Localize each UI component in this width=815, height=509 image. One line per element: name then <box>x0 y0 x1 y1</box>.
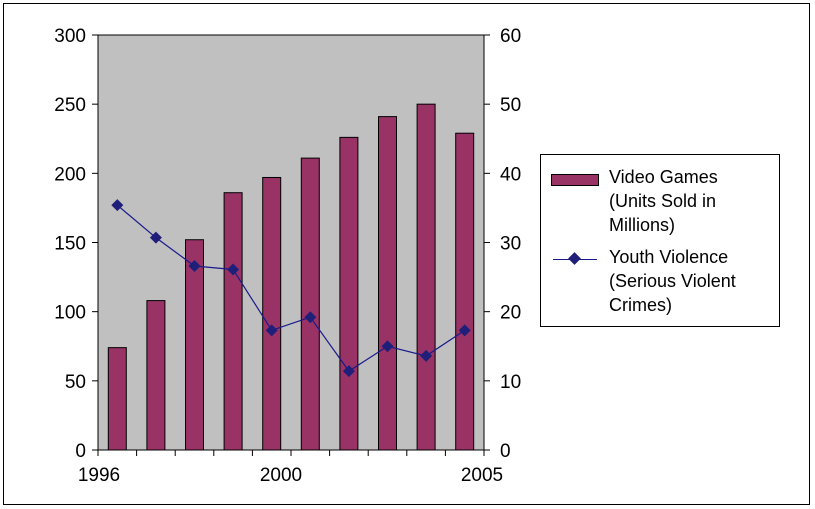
y-left-tick-label: 250 <box>54 95 86 116</box>
line-youth-violence <box>116 204 466 372</box>
marker-youth-violence <box>111 199 124 212</box>
bar-video-games <box>300 157 320 451</box>
legend-item-video-games: Video Games (Units Sold in Millions) <box>541 165 779 243</box>
legend-label-youth-violence: Youth Violence (Serious Violent Crimes) <box>609 247 736 315</box>
marker-youth-violence <box>420 349 433 362</box>
legend-item-youth-violence: Youth Violence (Serious Violent Crimes) <box>541 245 779 323</box>
x-tick-label: 1996 <box>78 465 120 486</box>
y-right-tick-label: 40 <box>500 164 521 185</box>
y-right-tick-label: 50 <box>500 95 521 116</box>
legend: Video Games (Units Sold in Millions) You… <box>540 154 780 327</box>
marker-youth-violence <box>458 324 471 337</box>
bar-video-games <box>455 132 475 451</box>
y-left-tick-label: 300 <box>54 26 86 47</box>
legend-diamond-marker <box>568 252 581 265</box>
marker-youth-violence <box>149 231 162 244</box>
bar-video-games <box>146 300 166 451</box>
x-tick-label: 2005 <box>461 465 503 486</box>
marker-youth-violence <box>342 365 355 378</box>
marker-youth-violence <box>381 340 394 353</box>
y-left-tick-label: 200 <box>54 164 86 185</box>
legend-label-video-games: Video Games (Units Sold in Millions) <box>609 167 718 235</box>
y-right-tick-label: 0 <box>500 441 511 462</box>
marker-youth-violence <box>188 260 201 273</box>
y-left-tick-label: 50 <box>65 372 86 393</box>
bar-video-games <box>339 136 359 451</box>
y-right-tick-label: 60 <box>500 26 521 47</box>
y-left-tick-label: 150 <box>54 234 86 255</box>
y-right-tick-label: 20 <box>500 303 521 324</box>
marker-youth-violence <box>265 324 278 337</box>
y-right-tick-label: 10 <box>500 372 521 393</box>
marker-youth-violence <box>304 311 317 324</box>
plot-area: 0 50 100 150 200 250 300 0 10 20 30 40 50 60 1996 2000 2… <box>54 26 521 486</box>
x-tick-label: 2000 <box>260 465 302 486</box>
y-right-tick-label: 30 <box>500 234 521 255</box>
y-left-tick-label: 100 <box>54 303 86 324</box>
bar-video-games <box>416 103 436 451</box>
marker-youth-violence <box>227 263 240 276</box>
legend-swatch-video-games <box>551 174 599 186</box>
bar-video-games <box>378 116 397 451</box>
bar-video-games <box>262 176 282 451</box>
bar-video-games <box>107 347 127 451</box>
bar-video-games <box>223 192 243 451</box>
y-left-tick-label: 0 <box>75 441 86 462</box>
